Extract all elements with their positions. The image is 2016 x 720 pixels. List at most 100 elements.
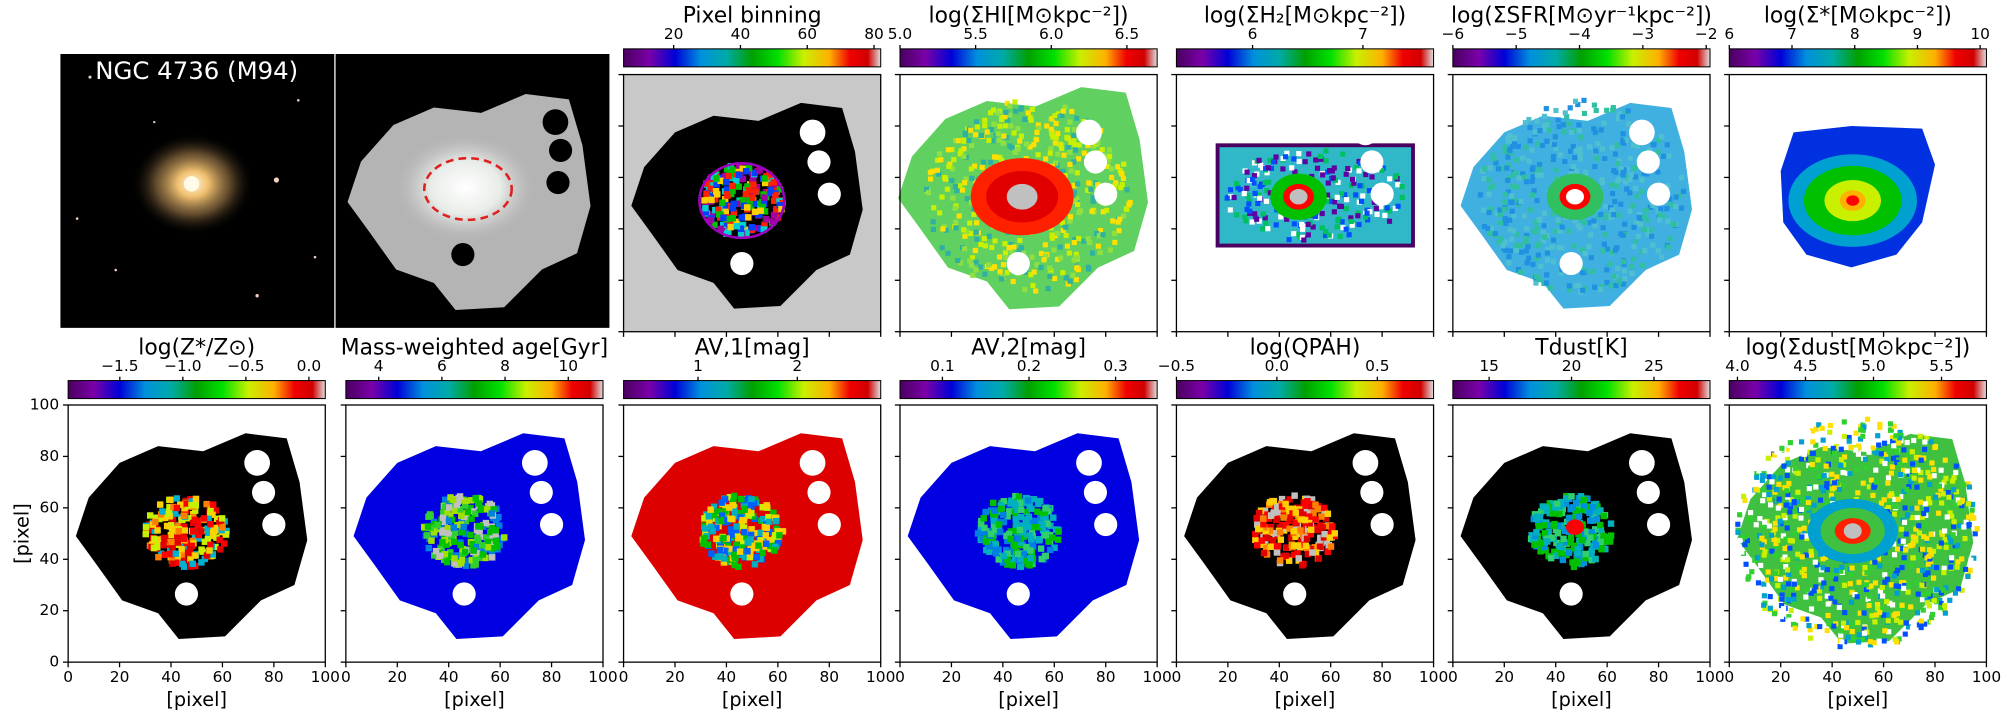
x-tick-label: 80 [264, 668, 284, 686]
colorbar-tick-label: 8 [1850, 25, 1860, 43]
map-frame [899, 404, 1158, 663]
colorbar-tick-label: 9 [1913, 25, 1923, 43]
map-image [1176, 405, 1434, 663]
colorbar [899, 48, 1158, 68]
colorbar [1452, 48, 1711, 68]
x-axis-label: [pixel] [1828, 688, 1889, 711]
x-axis-label: [pixel] [722, 688, 783, 711]
x-tick-label: 20 [665, 668, 685, 686]
x-tick-label: 20 [110, 668, 130, 686]
colorbar [899, 380, 1158, 400]
panel-title: log(Z*/Z⊙) [138, 335, 255, 360]
x-tick-label: 20 [1218, 668, 1238, 686]
x-tick-label: 60 [490, 668, 510, 686]
colorbar-tick-label: 5.0 [1861, 357, 1886, 375]
panel-title: Tdust[K] [1534, 335, 1627, 360]
x-tick-label: 100 [588, 668, 617, 686]
panel-title: log(Σ*[M⊙kpc⁻²]) [1764, 4, 1952, 29]
x-tick-label: 80 [1925, 668, 1945, 686]
map-image [1452, 74, 1710, 332]
y-tick-label: 20 [40, 601, 60, 619]
x-tick-label: 20 [1494, 668, 1514, 686]
x-tick-label: 60 [1321, 668, 1341, 686]
x-tick-label: 40 [717, 668, 737, 686]
map-image [623, 74, 881, 332]
map-frame [622, 404, 882, 663]
colorbar-tick-label: −6 [1441, 25, 1464, 43]
colorbar-tick-label: 0.0 [297, 357, 322, 375]
panel-title: AV,2[mag] [971, 335, 1086, 360]
colorbar-tick-label: 4.5 [1793, 357, 1818, 375]
x-tick-label: 60 [1874, 668, 1894, 686]
x-tick-label: 60 [1044, 668, 1064, 686]
colorbar [345, 380, 604, 400]
map-image [1729, 405, 1987, 663]
colorbar-tick-label: −5 [1505, 25, 1528, 43]
x-tick-label: 40 [1269, 668, 1289, 686]
colorbar-tick-label: 20 [1562, 357, 1582, 375]
colorbar-tick-label: 8 [500, 357, 510, 375]
map-frame [1452, 73, 1711, 333]
panel-title: log(ΣSFR[M⊙yr⁻¹kpc⁻²]) [1451, 4, 1712, 29]
colorbar-tick-label: 6 [437, 357, 447, 375]
x-tick-label: 80 [542, 668, 562, 686]
colorbar [67, 380, 326, 400]
y-tick-label: 60 [40, 498, 60, 516]
colorbar-tick-label: 15 [1479, 357, 1499, 375]
galaxy-name: NGC 4736 (M94) [95, 56, 298, 85]
x-tick-label: 100 [1142, 668, 1171, 686]
colorbar-tick-label: 4.0 [1725, 357, 1750, 375]
x-tick-label: 0 [341, 668, 351, 686]
colorbar-tick-label: 6 [1248, 25, 1258, 43]
panel-title: log(ΣH₂[M⊙kpc⁻²]) [1204, 4, 1406, 29]
x-tick-label: 100 [1972, 668, 2001, 686]
colorbar-tick-label: 7 [1358, 25, 1368, 43]
x-tick-label: 0 [1724, 668, 1734, 686]
y-tick-label: 0 [49, 653, 59, 671]
colorbar-tick-label: −0.5 [1158, 357, 1195, 375]
x-tick-label: 80 [819, 668, 839, 686]
x-tick-label: 60 [213, 668, 233, 686]
map-frame [622, 73, 882, 333]
panel-title: log(Σdust[M⊙kpc⁻²]) [1745, 335, 1970, 360]
map-frame [1728, 73, 1988, 333]
colorbar-tick-label: 7 [1787, 25, 1797, 43]
x-tick-label: 80 [1372, 668, 1392, 686]
map-frame [67, 404, 326, 663]
x-tick-label: 0 [1448, 668, 1458, 686]
colorbar-tick-label: 2 [792, 357, 802, 375]
x-tick-label: 60 [1597, 668, 1617, 686]
x-tick-label: 0 [63, 668, 73, 686]
colorbar-tick-label: 0.3 [1103, 357, 1128, 375]
x-axis-label: [pixel] [1275, 688, 1336, 711]
x-tick-label: 0 [1172, 668, 1182, 686]
x-tick-label: 40 [993, 668, 1013, 686]
map-frame [899, 73, 1158, 333]
colorbar-tick-label: 5.0 [888, 25, 913, 43]
map-frame [1175, 73, 1435, 333]
colorbar-tick-label: 1 [693, 357, 703, 375]
panel-title: AV,1[mag] [695, 335, 810, 360]
colorbar-tick-label: 5.5 [1929, 357, 1954, 375]
map-image [1452, 405, 1710, 663]
colorbar-tick-label: 0.0 [1265, 357, 1290, 375]
map-image [900, 405, 1158, 663]
x-tick-label: 0 [619, 668, 629, 686]
masked-image [335, 54, 610, 328]
colorbar-tick-label: −3 [1632, 25, 1655, 43]
colorbar-tick-label: 6.0 [1039, 25, 1064, 43]
panel-title: log(ΣHI[M⊙kpc⁻²]) [929, 4, 1129, 29]
colorbar-tick-label: −0.5 [227, 357, 264, 375]
y-tick-label: 40 [40, 550, 60, 568]
optical-image: NGC 4736 (M94) [60, 54, 335, 328]
colorbar-tick-label: −1.0 [164, 357, 201, 375]
panel-title: log(QPAH) [1250, 335, 1361, 360]
map-frame [345, 404, 604, 663]
x-axis-label: [pixel] [166, 688, 227, 711]
map-frame [1728, 404, 1988, 663]
x-tick-label: 100 [311, 668, 340, 686]
colorbar-tick-label: 20 [664, 25, 684, 43]
map-image [68, 405, 326, 663]
x-tick-label: 40 [439, 668, 459, 686]
